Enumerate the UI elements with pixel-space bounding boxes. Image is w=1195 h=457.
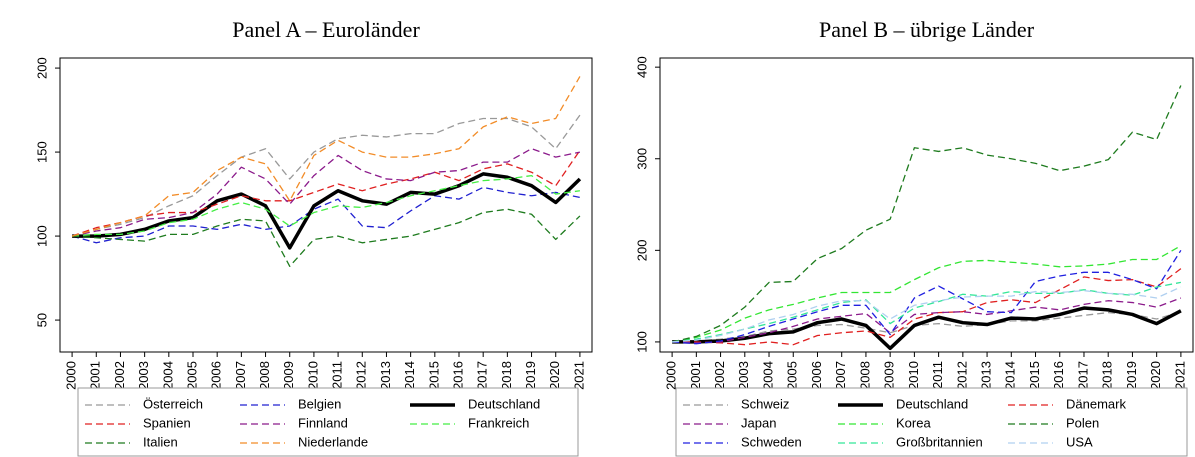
x-tick-label: 2019 <box>523 361 538 390</box>
legend-label: Deutschland <box>468 396 540 411</box>
legend-box <box>675 387 1188 457</box>
x-tick-label: 2008 <box>857 361 872 390</box>
x-tick-label: 2006 <box>209 361 224 390</box>
x-tick-label: 2021 <box>571 361 586 390</box>
x-tick-label: 2011 <box>930 361 945 389</box>
x-tick-label: 2010 <box>305 361 320 390</box>
series-line <box>71 76 581 237</box>
series-line <box>672 311 1182 343</box>
legend-label: Österreich <box>143 396 203 411</box>
legend-label: Schweiz <box>741 396 789 411</box>
x-tick-label: 2021 <box>1172 361 1187 390</box>
x-tick-label: 2009 <box>281 361 296 390</box>
legend-label: Finnland <box>298 415 348 430</box>
series-line <box>672 249 1182 345</box>
legend-label: Schweden <box>741 434 802 449</box>
series-line <box>72 208 581 267</box>
x-tick-label: 2010 <box>906 361 921 390</box>
legend-label: Japan <box>741 415 776 430</box>
legend-label: Niederlande <box>298 434 368 449</box>
x-tick-label: 2013 <box>979 361 994 390</box>
x-tick-label: 2003 <box>736 361 751 390</box>
legend-label: Polen <box>1066 415 1099 430</box>
y-tick-label: 150 <box>34 141 49 163</box>
x-tick-label: 2005 <box>184 361 199 390</box>
x-tick-label: 2014 <box>1003 361 1018 390</box>
x-tick-label: 2005 <box>785 361 800 390</box>
plot-frame <box>59 57 593 353</box>
y-tick-label: 400 <box>634 56 649 78</box>
legend-label: Dänemark <box>1066 396 1126 411</box>
x-tick-label: 2000 <box>664 361 679 390</box>
x-tick-label: 2011 <box>330 361 345 389</box>
legend-label: Spanien <box>143 415 191 430</box>
x-tick-label: 2001 <box>88 361 103 390</box>
legend-label: Italien <box>143 434 178 449</box>
series-line <box>71 148 581 237</box>
x-tick-label: 2018 <box>499 361 514 390</box>
series-line <box>672 268 1182 346</box>
x-tick-label: 2015 <box>426 361 441 390</box>
series-line <box>72 174 580 237</box>
legend-box <box>77 387 579 457</box>
x-tick-label: 2009 <box>882 361 897 390</box>
series-line <box>72 172 582 250</box>
x-tick-label: 2007 <box>233 361 248 390</box>
series-line <box>672 306 1182 351</box>
series-line <box>672 297 1182 344</box>
x-tick-label: 2020 <box>547 361 562 390</box>
x-tick-label: 2016 <box>450 361 465 390</box>
y-tick-label: 200 <box>634 239 649 261</box>
y-tick-label: 100 <box>634 331 649 353</box>
y-tick-label: 100 <box>34 225 49 247</box>
x-tick-label: 2001 <box>688 361 703 390</box>
x-tick-label: 2015 <box>1027 361 1042 390</box>
series-line <box>71 186 581 244</box>
legend-label: Frankreich <box>468 415 529 430</box>
y-tick-label: 200 <box>34 57 49 79</box>
x-tick-label: 2017 <box>1075 361 1090 390</box>
x-tick-label: 2020 <box>1148 361 1163 390</box>
x-tick-label: 2012 <box>954 361 969 390</box>
legend-label: Großbritannien <box>896 434 983 449</box>
chart-title: Panel B – übrige Länder <box>819 17 1035 42</box>
legend-label: Belgien <box>298 396 341 411</box>
chart-title: Panel A – Euroländer <box>232 17 420 42</box>
y-tick-label: 300 <box>634 148 649 170</box>
x-tick-label: 2004 <box>760 361 775 390</box>
x-tick-label: 2016 <box>1051 361 1066 390</box>
x-tick-label: 2014 <box>402 361 417 390</box>
plot-frame <box>659 57 1194 353</box>
legend-label: USA <box>1066 434 1093 449</box>
legend-label: Korea <box>896 415 931 430</box>
series-line <box>671 245 1182 343</box>
x-tick-label: 2002 <box>712 361 727 390</box>
y-tick-label: 50 <box>34 313 49 327</box>
x-tick-label: 2002 <box>112 361 127 390</box>
x-tick-label: 2019 <box>1124 361 1139 390</box>
x-tick-label: 2003 <box>136 361 151 390</box>
x-tick-label: 2018 <box>1100 361 1115 390</box>
legend-label: Deutschland <box>896 396 968 411</box>
x-tick-label: 2013 <box>378 361 393 390</box>
x-tick-label: 2000 <box>64 361 79 390</box>
series-line <box>671 85 1182 343</box>
series-line <box>672 286 1182 343</box>
x-tick-label: 2004 <box>160 361 175 390</box>
series-line <box>71 150 581 237</box>
x-tick-label: 2006 <box>809 361 824 390</box>
x-tick-label: 2008 <box>257 361 272 390</box>
series-line <box>71 114 581 237</box>
x-tick-label: 2017 <box>475 361 490 390</box>
x-tick-label: 2007 <box>833 361 848 390</box>
x-tick-label: 2012 <box>354 361 369 390</box>
